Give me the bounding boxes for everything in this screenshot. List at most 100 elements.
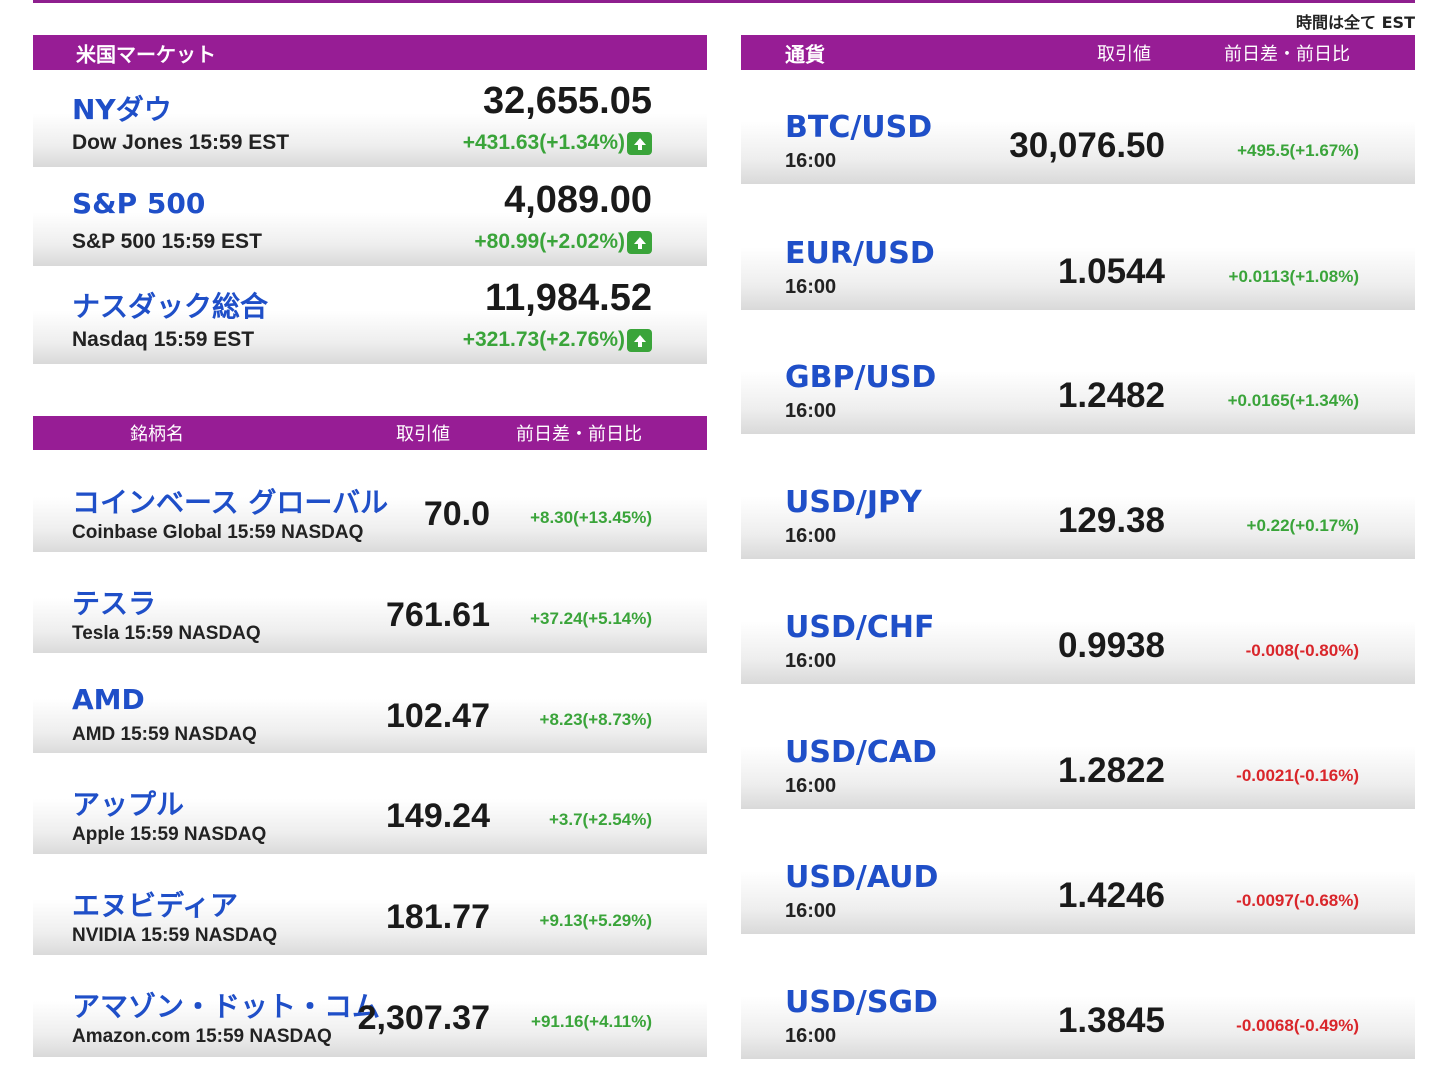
currency-change: +0.0165(+1.34%) <box>1227 391 1359 410</box>
stock-subtitle: Amazon.com 15:59 NASDAQ <box>72 1026 332 1047</box>
stock-row[interactable]: AMD AMD 15:59 NASDAQ 102.47 +8.23(+8.73%) <box>33 653 707 755</box>
currency-value: 1.2482 <box>1057 376 1165 415</box>
stock-change: +3.7(+2.54%) <box>548 810 652 829</box>
currency-time: 16:00 <box>785 276 837 298</box>
currency-header-change: 前日差・前日比 <box>1224 43 1350 65</box>
stock-change: +37.24(+5.14%) <box>530 609 652 628</box>
currency-header: 通貨 取引値 前日差・前日比 <box>741 35 1415 70</box>
stock-name: テスラ <box>72 587 157 620</box>
currency-value: 1.2822 <box>1057 751 1165 790</box>
currency-pair: EUR/USD <box>785 236 935 271</box>
stock-row[interactable]: アマゾン・ドット・コム Amazon.com 15:59 NASDAQ 2,307.… <box>33 955 707 1057</box>
currency-pair: USD/CAD <box>785 735 937 770</box>
index-value: 32,655.05 <box>482 80 652 122</box>
stock-value: 761.61 <box>386 596 490 634</box>
currency-row[interactable]: EUR/USD 16:00 1.0544 +0.0113(+1.08%) <box>741 196 1415 310</box>
currency-row[interactable]: BTC/USD 16:00 30,076.50 +495.5(+1.67%) <box>741 70 1415 184</box>
stock-change: +91.16(+4.11%) <box>531 1012 652 1031</box>
currency-time: 16:00 <box>785 1025 837 1047</box>
index-name: ナスダック総合 <box>72 290 269 323</box>
stock-row[interactable]: テスラ Tesla 15:59 NASDAQ 761.61 +37.24(+5.14%… <box>33 552 707 654</box>
currency-change: +0.22(+0.17%) <box>1246 516 1359 535</box>
currency-time: 16:00 <box>785 400 837 422</box>
currency-header-name: 通貨 <box>785 42 825 66</box>
currency-change: -0.008(-0.80%) <box>1245 641 1359 660</box>
currency-header-value: 取引値 <box>1097 43 1151 65</box>
stock-row[interactable]: コインベース グローバル Coinbase Global 15:59 NASDAQ… <box>33 451 707 553</box>
stock-row[interactable]: アップル Apple 15:59 NASDAQ 149.24 +3.7(+2.54%) <box>33 753 707 855</box>
stock-subtitle: Tesla 15:59 NASDAQ <box>72 623 261 644</box>
currency-change: -0.0068(-0.49%) <box>1236 1016 1359 1035</box>
stock-subtitle: AMD 15:59 NASDAQ <box>72 724 257 745</box>
currency-pair: USD/CHF <box>785 610 935 645</box>
index-subtitle: S&P 500 15:59 EST <box>72 230 262 253</box>
currency-pair: USD/AUD <box>785 860 939 895</box>
index-subtitle: Dow Jones 15:59 EST <box>72 131 290 154</box>
currency-change: -0.0021(-0.16%) <box>1236 766 1359 785</box>
currency-value: 0.9938 <box>1057 626 1165 665</box>
stock-subtitle: Coinbase Global 15:59 NASDAQ <box>72 522 364 543</box>
currency-row[interactable]: USD/SGD 16:00 1.3845 -0.0068(-0.49%) <box>741 945 1415 1059</box>
index-value: 4,089.00 <box>504 179 652 221</box>
index-change: +321.73(+2.76%) <box>462 328 625 351</box>
index-row[interactable]: ナスダック総合 Nasdaq 15:59 EST 11,984.52 +321.73(… <box>33 267 707 364</box>
stock-row[interactable]: エヌビディア NVIDIA 15:59 NASDAQ 181.77 +9.13(+5.… <box>33 854 707 956</box>
currency-value: 1.0544 <box>1057 252 1165 291</box>
stock-value: 70.0 <box>423 495 490 533</box>
stock-change: +8.30(+13.45%) <box>530 508 652 527</box>
currency-row[interactable]: USD/CHF 16:00 0.9938 -0.008(-0.80%) <box>741 570 1415 684</box>
stock-name: アマゾン・ドット・コム <box>72 990 381 1023</box>
currency-change: +495.5(+1.67%) <box>1237 141 1359 160</box>
currency-value: 129.38 <box>1057 501 1165 540</box>
currency-row[interactable]: USD/JPY 16:00 129.38 +0.22(+0.17%) <box>741 445 1415 559</box>
currency-time: 16:00 <box>785 900 837 922</box>
stock-value: 181.77 <box>386 898 490 936</box>
index-name: NYダウ <box>72 93 172 126</box>
stock-subtitle: Apple 15:59 NASDAQ <box>72 824 267 845</box>
stock-change: +8.23(+8.73%) <box>539 710 652 729</box>
currency-row[interactable]: USD/CAD 16:00 1.2822 -0.0021(-0.16%) <box>741 695 1415 809</box>
stocks-panel: 銘柄名 取引値 前日差・前日比 コインベース グローバル Coinbase Glo… <box>33 416 707 1057</box>
currency-time: 16:00 <box>785 525 837 547</box>
us-market-title: 米国マーケット <box>76 42 216 66</box>
currency-value: 30,076.50 <box>1009 126 1165 165</box>
currency-change: +0.0113(+1.08%) <box>1228 267 1359 286</box>
currency-pair: USD/SGD <box>785 985 938 1020</box>
index-value: 11,984.52 <box>485 277 652 319</box>
currency-row[interactable]: USD/AUD 16:00 1.4246 -0.0097(-0.68%) <box>741 820 1415 934</box>
currency-value: 1.3845 <box>1057 1001 1165 1040</box>
currency-time: 16:00 <box>785 150 837 172</box>
index-change: +431.63(+1.34%) <box>462 131 625 154</box>
stocks-header: 銘柄名 取引値 前日差・前日比 <box>33 416 707 450</box>
index-change: +80.99(+2.02%) <box>474 230 625 253</box>
currency-pair: GBP/USD <box>785 360 937 395</box>
stock-name: コインベース グローバル <box>72 486 389 519</box>
currency-pair: BTC/USD <box>785 110 933 145</box>
index-row[interactable]: S&P 500 S&P 500 15:59 EST 4,089.00 +80.99(+… <box>33 169 707 266</box>
us-market-header: 米国マーケット <box>33 35 707 70</box>
stock-change: +9.13(+5.29%) <box>539 911 652 930</box>
up-arrow-icon <box>627 329 652 352</box>
stocks-header-value: 取引値 <box>396 424 450 445</box>
stock-value: 102.47 <box>386 697 490 735</box>
top-divider <box>33 0 1415 3</box>
stock-name: エヌビディア <box>72 889 239 922</box>
timezone-note: 時間は全て EST <box>1296 13 1415 32</box>
currency-time: 16:00 <box>785 650 837 672</box>
stocks-header-change: 前日差・前日比 <box>516 424 642 445</box>
stock-subtitle: NVIDIA 15:59 NASDAQ <box>72 925 278 946</box>
currency-value: 1.4246 <box>1057 876 1165 915</box>
index-name: S&P 500 <box>72 187 206 220</box>
stock-value: 149.24 <box>386 797 490 835</box>
currency-time: 16:00 <box>785 775 837 797</box>
stock-name: アップル <box>72 788 185 821</box>
currency-panel: 通貨 取引値 前日差・前日比 BTC/USD 16:00 30,076.50 +495… <box>741 35 1415 1059</box>
up-arrow-icon <box>627 231 652 254</box>
stock-value: 2,307.37 <box>357 999 490 1037</box>
stock-name: AMD <box>72 683 145 716</box>
us-market-panel: 米国マーケット NYダウ Dow Jones 15:59 EST 32,655.05… <box>33 35 707 364</box>
up-arrow-icon <box>627 132 652 155</box>
currency-row[interactable]: GBP/USD 16:00 1.2482 +0.0165(+1.34%) <box>741 320 1415 434</box>
currency-pair: USD/JPY <box>785 485 922 520</box>
index-row[interactable]: NYダウ Dow Jones 15:59 EST 32,655.05 +431.63(… <box>33 70 707 167</box>
